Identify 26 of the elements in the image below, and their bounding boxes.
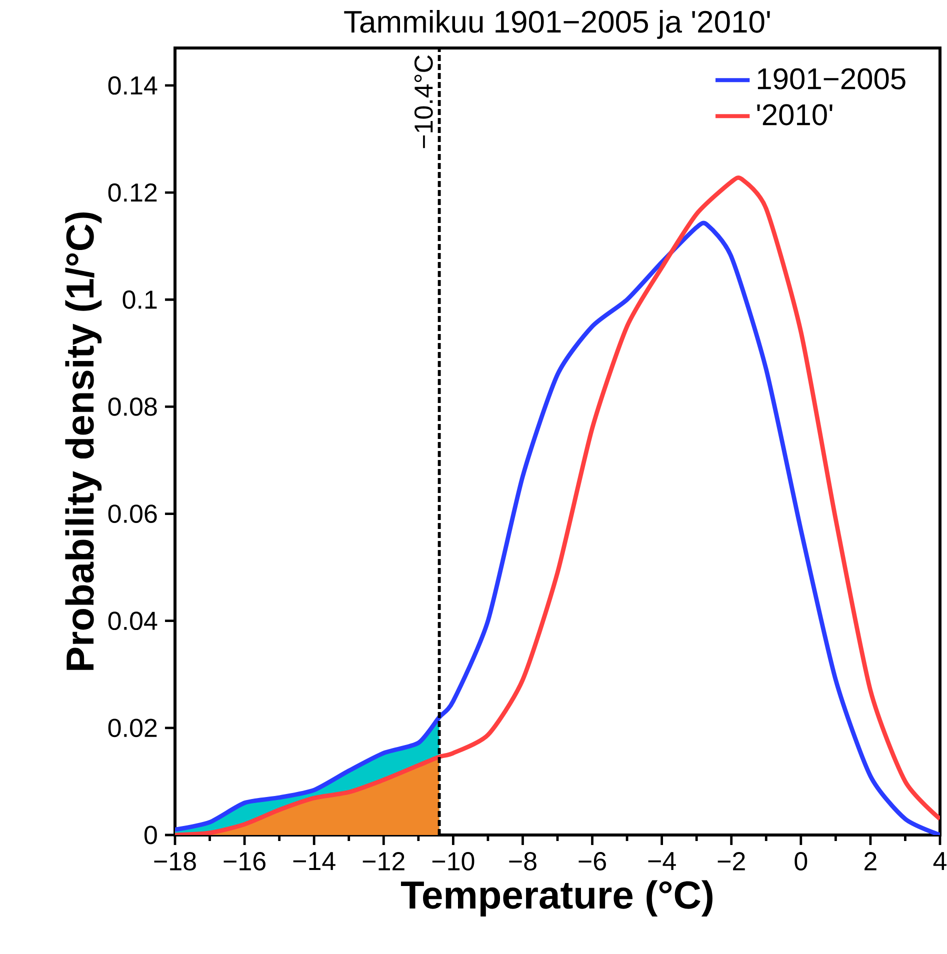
x-tick-label: −12 bbox=[362, 852, 404, 870]
x-tick-label: 2 bbox=[864, 852, 876, 870]
x-tick-label: −8 bbox=[509, 852, 536, 870]
chart-title: Tammikuu 1901−2005 ja '2010' bbox=[344, 10, 770, 39]
legend-label: 1901−2005 bbox=[758, 68, 906, 90]
x-tick-label: −2 bbox=[718, 852, 745, 870]
x-tick-label: −10 bbox=[432, 852, 474, 870]
x-tick-label: −18 bbox=[154, 852, 196, 870]
y-tick-label: 0.04 bbox=[108, 612, 158, 630]
y-tick-label: 0.14 bbox=[108, 76, 158, 95]
y-tick-label: 0.06 bbox=[108, 504, 157, 523]
y-tick-label: 0 bbox=[144, 826, 157, 844]
y-tick-label: 0.08 bbox=[108, 397, 157, 416]
x-tick-label: −6 bbox=[578, 852, 606, 870]
x-tick-label: −14 bbox=[293, 852, 336, 870]
x-axis-title: Temperature (°C) bbox=[400, 880, 712, 917]
y-tick-label: 0.12 bbox=[108, 183, 157, 202]
x-tick-label: −16 bbox=[224, 852, 266, 870]
x-tick-label: 4 bbox=[933, 852, 946, 870]
x-tick-label: 0 bbox=[794, 852, 808, 870]
x-tick-label: −4 bbox=[648, 852, 676, 870]
y-axis-title: Probability density (1/°C) bbox=[65, 212, 102, 670]
ref-line-label: −10.4°C bbox=[414, 55, 433, 148]
legend-label: '2010' bbox=[757, 104, 832, 126]
y-tick-label: 0.02 bbox=[108, 718, 157, 738]
y-tick-label: 0.1 bbox=[122, 290, 157, 309]
